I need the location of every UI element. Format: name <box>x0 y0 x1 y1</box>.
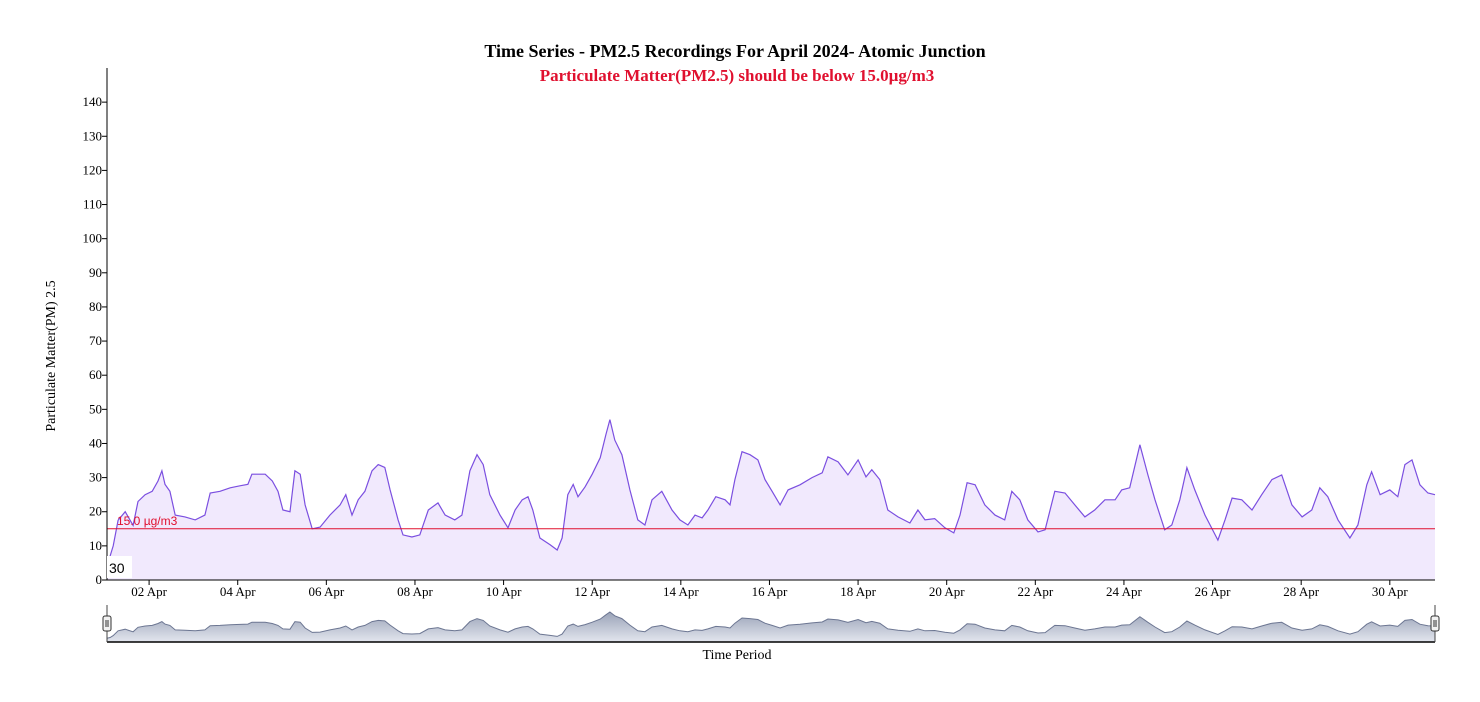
x-tick-label: 02 Apr <box>131 584 167 599</box>
y-tick-label: 140 <box>83 94 103 109</box>
cursor-label: 30 <box>109 560 125 576</box>
y-tick-label: 60 <box>89 367 102 382</box>
y-tick-label: 10 <box>89 538 102 553</box>
y-tick-label: 70 <box>89 333 102 348</box>
chart-title: Time Series - PM2.5 Recordings For April… <box>484 41 985 61</box>
x-tick-label: 08 Apr <box>397 584 433 599</box>
y-tick-label: 120 <box>83 162 103 177</box>
brush-handle[interactable] <box>1430 615 1440 632</box>
y-tick-label: 40 <box>89 435 102 450</box>
x-tick-label: 10 Apr <box>486 584 522 599</box>
x-tick-label: 12 Apr <box>574 584 610 599</box>
y-tick-label: 110 <box>83 197 102 212</box>
x-tick-label: 22 Apr <box>1017 584 1053 599</box>
y-tick-label: 90 <box>89 265 102 280</box>
y-tick-label: 30 <box>89 470 102 485</box>
x-tick-label: 14 Apr <box>663 584 699 599</box>
x-tick-label: 24 Apr <box>1106 584 1142 599</box>
y-axis-title: Particulate Matter(PM) 2.5 <box>44 280 59 431</box>
x-tick-label: 06 Apr <box>308 584 344 599</box>
x-tick-label: 20 Apr <box>929 584 965 599</box>
chart-subtitle: Particulate Matter(PM2.5) should be belo… <box>540 66 935 85</box>
x-tick-label: 30 Apr <box>1372 584 1408 599</box>
brush-area <box>107 612 1435 642</box>
line <box>106 419 1436 560</box>
y-tick-label: 80 <box>89 299 102 314</box>
x-tick-label: 16 Apr <box>752 584 788 599</box>
x-tick-label: 18 Apr <box>840 584 876 599</box>
brush-handle[interactable] <box>102 615 112 632</box>
cursor-box <box>107 556 132 578</box>
x-tick-label: 28 Apr <box>1283 584 1319 599</box>
y-tick-label: 0 <box>96 572 103 587</box>
y-tick-label: 100 <box>83 231 103 246</box>
threshold-label: 15.0 µg/m3 <box>117 514 178 528</box>
y-tick-label: 20 <box>89 504 102 519</box>
area <box>107 419 1435 580</box>
x-tick-label: 04 Apr <box>220 584 256 599</box>
x-tick-label: 26 Apr <box>1195 584 1231 599</box>
y-tick-label: 50 <box>89 401 102 416</box>
brush-line <box>106 611 1436 639</box>
x-axis-title: Time Period <box>702 648 771 663</box>
y-tick-label: 130 <box>83 128 103 143</box>
